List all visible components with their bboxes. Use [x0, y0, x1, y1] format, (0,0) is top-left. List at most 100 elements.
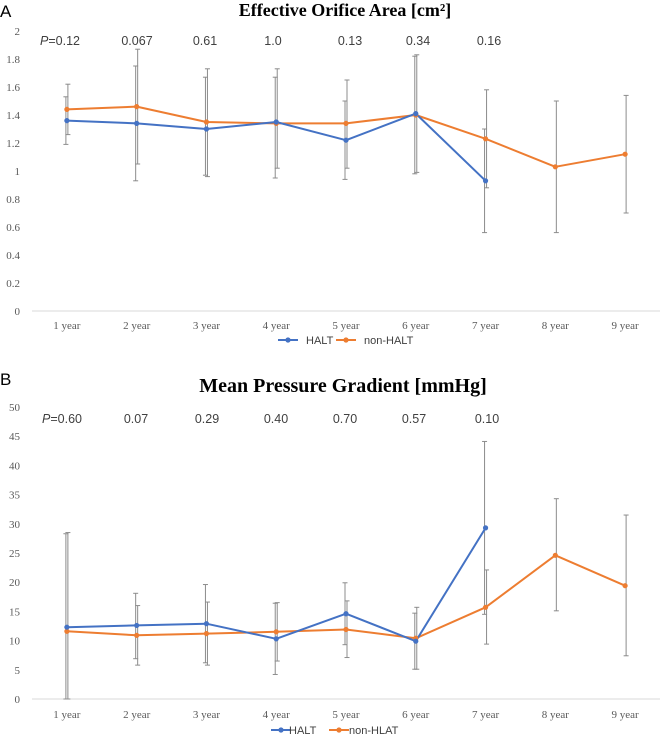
p-value: 1.0 — [264, 34, 281, 48]
y-tick-label: 25 — [9, 548, 21, 560]
data-point-non-halt — [203, 119, 210, 125]
data-point-halt — [64, 118, 70, 124]
panel-label: B — [0, 370, 11, 389]
panel-label: A — [0, 2, 12, 21]
data-point-halt — [273, 119, 279, 125]
data-point-non-hlat — [622, 583, 628, 589]
p-value: P=0.60 — [42, 412, 82, 426]
data-point-non-hlat — [273, 629, 279, 635]
x-tick-label: 8 year — [542, 709, 570, 721]
y-tick-label: 10 — [9, 636, 21, 648]
p-value-number: =0.60 — [50, 412, 82, 426]
legend-marker-halt — [285, 337, 291, 343]
data-point-non-hlat — [552, 552, 558, 558]
data-point-halt — [203, 126, 210, 132]
y-tick-label: 45 — [9, 431, 21, 443]
series-lines — [66, 105, 626, 182]
data-point-non-hlat — [482, 604, 489, 610]
y-tick-label: 0 — [15, 306, 21, 318]
x-tick-label: 6 year — [402, 320, 430, 332]
x-tick-label: 3 year — [193, 709, 221, 721]
chart-b-mean-pressure-gradient: B Mean Pressure Gradient [mmHg] 0 5 10 15 20… — [0, 370, 660, 737]
data-point-halt — [64, 624, 70, 630]
y-tick-label: 0.8 — [6, 194, 20, 206]
legend-label-halt: HALT — [289, 725, 317, 737]
p-value: 0.57 — [402, 412, 426, 426]
x-tick-label: 1 year — [53, 320, 81, 332]
y-tick-label: 0.6 — [6, 222, 20, 234]
p-values: P=0.12 0.067 0.61 1.0 0.13 0.34 0.16 — [40, 34, 501, 48]
y-tick-label: 2 — [15, 26, 21, 38]
data-point-non-halt — [134, 104, 140, 110]
data-point-halt — [343, 137, 349, 143]
x-tick-label: 7 year — [472, 320, 500, 332]
series-line-non-halt — [66, 105, 626, 168]
data-point-halt — [134, 622, 140, 629]
p-value-number: =0.12 — [48, 34, 80, 48]
y-tick-label: 5 — [15, 665, 21, 677]
y-tick-label: 0.2 — [6, 278, 20, 290]
data-point-non-halt — [482, 136, 489, 142]
data-point-halt — [413, 638, 419, 644]
data-point-non-hlat — [343, 626, 349, 633]
legend-label-halt: HALT — [306, 335, 334, 347]
data-points — [64, 104, 628, 184]
data-point-halt — [413, 111, 419, 117]
x-tick-label: 4 year — [263, 709, 291, 721]
p-value: 0.70 — [333, 412, 357, 426]
p-values: P=0.60 0.07 0.29 0.40 0.70 0.57 0.10 — [42, 412, 499, 426]
p-value: P=0.12 — [40, 34, 80, 48]
y-tick-label: 40 — [9, 460, 21, 472]
data-point-halt — [134, 120, 140, 126]
y-tick-label: 1.2 — [6, 138, 20, 150]
p-value: 0.13 — [338, 34, 362, 48]
data-point-halt — [482, 525, 489, 531]
x-tick-label: 2 year — [123, 320, 151, 332]
x-tick-label: 5 year — [332, 709, 360, 721]
p-value: 0.10 — [475, 412, 499, 426]
x-tick-label: 4 year — [263, 320, 291, 332]
x-tick-label: 6 year — [402, 709, 430, 721]
p-value: 0.29 — [195, 412, 219, 426]
y-tick-labels: 0 0.2 0.4 0.6 0.8 1 1.2 1.4 1.6 1.8 2 — [6, 26, 20, 318]
y-tick-label: 0 — [15, 694, 21, 706]
p-value-prefix: P — [40, 34, 49, 48]
legend: HALT non-HALT — [278, 335, 414, 347]
y-tick-label: 0.4 — [6, 250, 20, 262]
y-tick-label: 1.8 — [6, 54, 20, 66]
p-value: 0.07 — [124, 412, 148, 426]
chart-title: Effective Orifice Area [cm²] — [239, 0, 451, 20]
legend-marker-halt — [278, 727, 284, 733]
data-point-non-halt — [552, 164, 558, 170]
y-tick-label: 30 — [9, 519, 21, 531]
error-bars — [63, 440, 629, 700]
data-point-non-hlat — [203, 630, 210, 637]
y-tick-label: 20 — [9, 577, 21, 589]
x-tick-labels: 1 year 2 year 3 year 4 year 5 year 6 year 7 ye… — [53, 320, 639, 332]
data-point-non-hlat — [134, 632, 140, 638]
p-value: 0.34 — [406, 34, 430, 48]
x-tick-label: 2 year — [123, 709, 151, 721]
data-point-non-hlat — [64, 628, 70, 634]
x-tick-label: 9 year — [612, 320, 640, 332]
x-tick-label: 5 year — [332, 320, 360, 332]
data-point-non-halt — [64, 106, 70, 112]
data-point-non-halt — [622, 151, 628, 157]
legend-marker-non-halt — [343, 337, 349, 343]
p-value: 0.40 — [264, 412, 288, 426]
x-tick-label: 9 year — [612, 709, 640, 721]
x-tick-label: 1 year — [53, 709, 81, 721]
y-tick-label: 35 — [9, 490, 21, 502]
data-point-halt — [482, 178, 489, 184]
x-tick-label: 3 year — [193, 320, 221, 332]
legend-label-non-hlat: non-HLAT — [349, 725, 399, 737]
p-value: 0.067 — [121, 34, 152, 48]
y-tick-label: 15 — [9, 606, 21, 618]
legend: HALT non-HLAT — [271, 725, 399, 737]
y-tick-label: 50 — [9, 402, 21, 414]
p-value: 0.61 — [193, 34, 217, 48]
chart-a-effective-orifice-area: A Effective Orifice Area [cm²] 0 0.2 0.4 0.… — [0, 0, 660, 347]
data-point-halt — [203, 621, 210, 627]
data-point-halt — [343, 611, 349, 617]
p-value: 0.16 — [477, 34, 501, 48]
